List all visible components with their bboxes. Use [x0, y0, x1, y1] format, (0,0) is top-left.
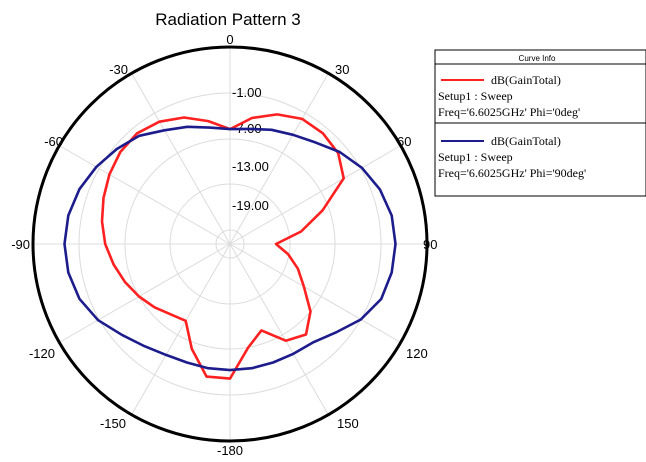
angle-label: -180 — [217, 443, 243, 458]
angle-label: -150 — [100, 416, 126, 431]
outer-ring — [31, 45, 429, 443]
angle-label: -90 — [11, 237, 30, 252]
spoke-30 — [229, 73, 329, 245]
legend: Curve Info dB(GainTotal) Setup1 : Sweep … — [434, 49, 646, 197]
r-tick-label: -19.00 — [232, 198, 269, 213]
spoke-m30 — [131, 73, 231, 245]
legend-entry-line3: Freq='6.6025GHz' Phi='0deg' — [438, 105, 580, 119]
angle-label: -60 — [44, 134, 63, 149]
legend-title: Curve Info — [519, 54, 556, 63]
polar-grid — [31, 45, 429, 443]
angle-label: 0 — [226, 32, 233, 47]
spoke-m120 — [59, 243, 231, 343]
legend-entry-line3: Freq='6.6025GHz' Phi='90deg' — [438, 166, 586, 180]
legend-entry-line2: Setup1 : Sweep — [438, 150, 513, 164]
spoke-150 — [229, 243, 329, 415]
angle-label: 30 — [335, 62, 349, 77]
legend-entry-line2: Setup1 : Sweep — [438, 89, 513, 103]
legend-entry: dB(GainTotal) Setup1 : Sweep Freq='6.602… — [438, 134, 586, 180]
chart-title: Radiation Pattern 3 — [155, 10, 301, 29]
series-layer — [63, 113, 397, 380]
spoke-120 — [229, 243, 401, 343]
spoke-m60 — [59, 145, 231, 245]
legend-entry-line1: dB(GainTotal) — [491, 134, 561, 148]
spoke-m150 — [131, 243, 231, 415]
legend-entry: dB(GainTotal) Setup1 : Sweep Freq='6.602… — [438, 73, 580, 119]
legend-entry-line1: dB(GainTotal) — [491, 73, 561, 87]
r-tick-label: -1.00 — [232, 85, 262, 100]
angle-label: -30 — [109, 62, 128, 77]
spoke-60 — [229, 145, 401, 245]
angle-label: -120 — [29, 346, 55, 361]
angle-label: 90 — [423, 237, 437, 252]
angle-label: 60 — [397, 134, 411, 149]
series-line-0 — [100, 113, 345, 380]
angle-label: 120 — [406, 346, 428, 361]
angle-label: 150 — [337, 416, 359, 431]
r-tick-label: -13.00 — [232, 159, 269, 174]
angle-tick-labels: 0 30 60 90 120 150 -180 -150 -120 -90 -6… — [11, 32, 437, 458]
